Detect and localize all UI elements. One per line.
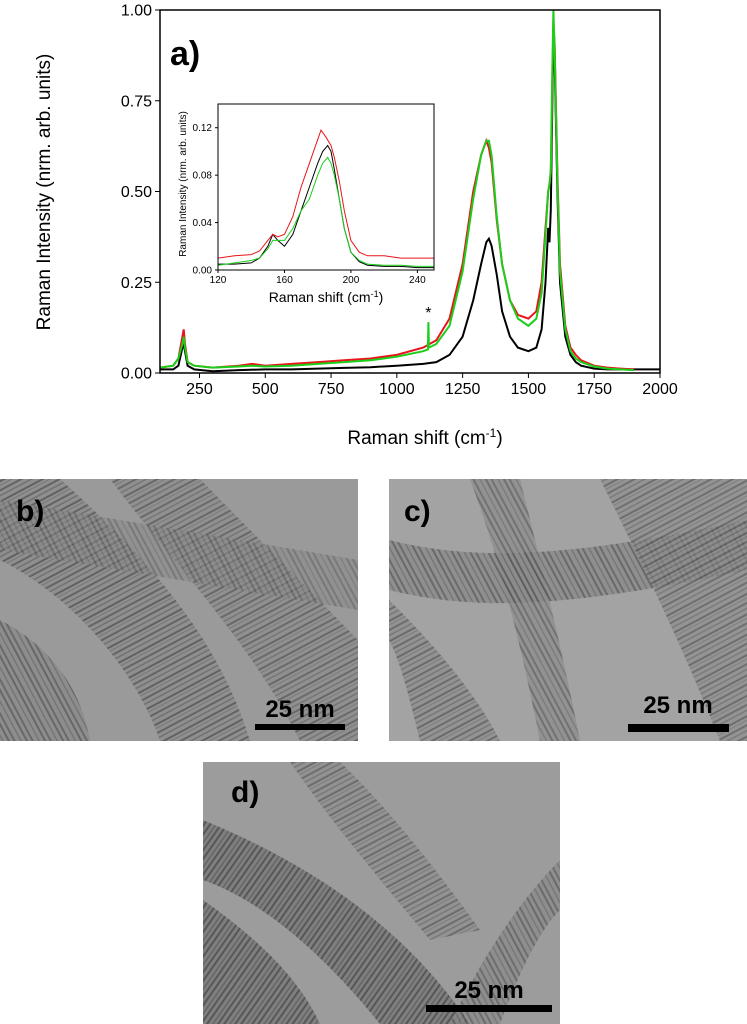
inset-background	[218, 104, 434, 270]
main-series-line-2	[159, 9, 634, 372]
inset-y-tick-label: 0.04	[193, 218, 213, 229]
main-y-tick-label: 0.00	[121, 366, 152, 383]
scale-label-b: 25 nm	[265, 696, 334, 723]
inset-x-tick-label: 240	[409, 275, 426, 286]
main-y-tick-label: 0.50	[121, 184, 152, 201]
inset-series-line-1	[217, 129, 434, 259]
scale-bar-d	[426, 1005, 552, 1012]
main-x-ticks: 250 500 750 1000 1250 1500 1750 2000	[186, 373, 678, 398]
micrograph-b: b) 25 nm	[0, 479, 358, 741]
scale-label-d: 25 nm	[454, 977, 523, 1004]
main-y-tick-label: 1.00	[121, 3, 152, 20]
inset-y-axis-title: Raman Intensity (nrm. arb. units)	[178, 111, 189, 257]
micrograph-c: c) 25 nm	[389, 479, 747, 741]
inset-series-line-2	[217, 156, 434, 267]
inset-series-group	[217, 129, 434, 269]
main-series-group	[159, 9, 660, 373]
main-x-tick-label: 1250	[445, 381, 481, 398]
inset-series-line-0	[218, 144, 434, 269]
main-x-tick-label: 2000	[642, 381, 678, 398]
inset-plot-frame	[217, 103, 435, 271]
panel-label-a: a)	[170, 35, 200, 73]
main-x-tick-label: 750	[318, 381, 345, 398]
panel-label-d: d)	[231, 776, 259, 809]
main-x-tick-label: 500	[252, 381, 279, 398]
scale-bar-c	[628, 724, 729, 732]
panel-label-c: c)	[404, 495, 431, 528]
scale-label-c: 25 nm	[643, 692, 712, 719]
main-x-tick-label: 250	[186, 381, 213, 398]
scale-bar-b	[255, 724, 345, 730]
inset-y-ticks: 0.00 0.04 0.08 0.12	[193, 123, 218, 277]
asterisk-annotation: *	[425, 305, 431, 322]
inset-x-tick-label: 160	[276, 275, 293, 286]
main-x-axis-title: Raman shift (cm-1)	[347, 426, 502, 449]
main-y-ticks: 0.00 0.25 0.50 0.75 1.00	[121, 3, 160, 383]
inset-chart: 120 160 200 240 0.00 0.04 0.08 0.12 Raman shif…	[178, 103, 435, 305]
inset-x-tick-label: 120	[210, 275, 227, 286]
panel-label-b: b)	[16, 495, 44, 528]
main-x-tick-label: 1750	[576, 381, 612, 398]
raman-chart: a) 250 500 750 1000 1250 1500 1750 2000 0.00 0.2…	[34, 3, 678, 449]
main-x-tick-label: 1000	[379, 381, 415, 398]
main-y-tick-label: 0.25	[121, 275, 152, 292]
inset-y-tick-label: 0.12	[193, 123, 213, 134]
inset-x-tick-label: 200	[343, 275, 360, 286]
inset-y-tick-label: 0.08	[193, 171, 213, 182]
inset-x-ticks: 120 160 200 240	[210, 270, 426, 286]
inset-axes	[217, 103, 435, 271]
main-x-tick-label: 1500	[511, 381, 547, 398]
inset-y-tick-label: 0.00	[193, 266, 213, 277]
main-y-tick-label: 0.75	[121, 93, 152, 110]
inset-x-axis-title: Raman shift (cm-1)	[269, 289, 384, 305]
main-y-axis-title: Raman Intensity (nrm. arb. units)	[34, 54, 55, 331]
micrograph-d: d) 25 nm	[203, 762, 560, 1024]
